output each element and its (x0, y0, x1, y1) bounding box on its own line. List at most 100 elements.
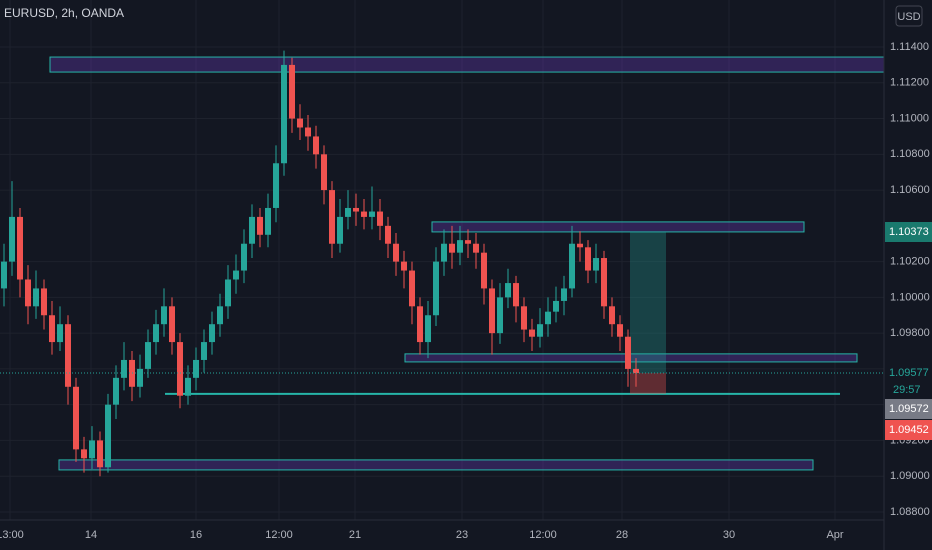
candle-body (177, 342, 183, 396)
candle-body (289, 64, 295, 119)
candle-body (425, 315, 431, 343)
countdown: 29:57 (893, 384, 921, 396)
candle-body (305, 127, 311, 137)
position-target (630, 231, 666, 374)
x-tick-label: 12:00 (529, 529, 557, 541)
zone (49, 56, 885, 73)
candle-body (513, 283, 519, 307)
candle-body (593, 258, 599, 271)
candle-body (401, 261, 407, 271)
price-label: 1.09577 (889, 367, 929, 379)
candle-body (33, 288, 39, 307)
candle-body (193, 359, 199, 378)
candle-body (209, 324, 215, 343)
candle-body (113, 377, 119, 405)
price-label: 1.09572 (889, 403, 929, 415)
candle-body (369, 211, 375, 217)
candle-body (49, 315, 55, 343)
candle-body (529, 329, 535, 337)
candle-body (537, 324, 543, 337)
candle-body (497, 297, 503, 334)
candle-body (441, 243, 447, 262)
candle-body (297, 118, 303, 128)
candle-body (617, 324, 623, 337)
candles (0, 50, 884, 477)
candle-body (417, 306, 423, 343)
candle-body (393, 243, 399, 262)
candle-body (633, 368, 639, 374)
candle-body (217, 306, 223, 325)
y-tick-label: 1.10200 (890, 256, 930, 268)
x-tick-label: 14 (85, 529, 97, 541)
candle-body (433, 261, 439, 316)
candle-body (257, 216, 263, 235)
zone (431, 221, 805, 233)
y-tick-label: 1.08800 (890, 506, 930, 518)
candle-body (553, 300, 559, 312)
grid (0, 0, 884, 520)
candle-body (137, 368, 143, 387)
y-tick-label: 1.10800 (890, 148, 930, 160)
candle-body (449, 243, 455, 253)
candle-body (353, 207, 359, 212)
candle-body (321, 154, 327, 191)
y-tick-label: 1.11000 (890, 112, 929, 124)
candle-body (121, 359, 127, 378)
candle-body (153, 324, 159, 343)
position-stop (630, 373, 666, 394)
candle-body (585, 247, 591, 271)
price-badge (885, 399, 932, 419)
y-tick-label: 1.10000 (890, 291, 930, 303)
candle-body (345, 207, 351, 217)
x-tick-label: 28 (616, 529, 628, 541)
price-label: 1.10373 (889, 226, 929, 238)
candle-body (185, 377, 191, 396)
currency[interactable]: USD (897, 11, 920, 23)
y-tick-label: 1.11400 (890, 41, 929, 53)
candle-body (601, 258, 607, 307)
candle-body (145, 342, 151, 369)
candle-body (561, 288, 567, 301)
x-tick-label: 16 (190, 529, 202, 541)
axes: 1.088001.090001.092001.094001.096001.098… (0, 41, 932, 541)
candle-body (361, 211, 367, 217)
candle-body (281, 64, 287, 164)
x-tick-label: 21 (349, 529, 361, 541)
price-badge (885, 222, 932, 242)
candle-body (545, 311, 551, 325)
candle-body (249, 216, 255, 244)
candle-body (89, 440, 95, 459)
candle-body (569, 243, 575, 289)
candle-body (313, 136, 319, 155)
candle-body (609, 306, 615, 325)
candle-body (161, 306, 167, 325)
price-badge (885, 420, 932, 440)
candle-body (625, 336, 631, 369)
x-tick-label: 23 (456, 529, 468, 541)
candle-body (81, 449, 87, 459)
candle-body (73, 386, 79, 450)
price-badge (885, 363, 932, 399)
candle-body (505, 283, 511, 298)
y-tick-label: 1.11200 (890, 77, 929, 89)
candle-body (105, 404, 111, 468)
candle-body (17, 216, 23, 280)
candle-body (473, 243, 479, 253)
zone (58, 459, 814, 471)
candle-body (25, 279, 31, 307)
candle-body (521, 306, 527, 330)
candle-body (489, 288, 495, 334)
currency-box[interactable] (895, 5, 923, 27)
x-tick-label: 12:00 (265, 529, 293, 541)
candle-body (273, 163, 279, 208)
candle-body (329, 190, 335, 244)
candle-body (65, 324, 71, 387)
x-tick-label: Apr (826, 529, 843, 541)
candle-body (233, 270, 239, 280)
candle-body (57, 324, 63, 343)
y-tick-label: 1.09800 (890, 327, 930, 339)
candle-body (377, 211, 383, 226)
candle-body (225, 279, 231, 307)
